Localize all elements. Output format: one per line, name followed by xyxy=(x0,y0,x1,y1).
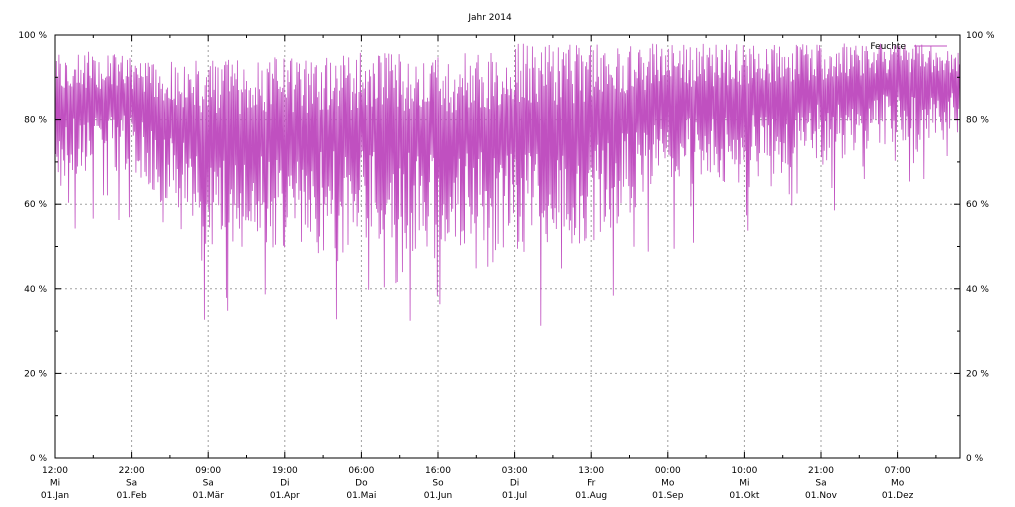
x-tick-date: 01.Nov xyxy=(805,491,838,501)
y2-tick-label: 60 % xyxy=(966,200,989,210)
y2-tick-label: 80 % xyxy=(966,116,989,126)
y-tick-label: 100 % xyxy=(18,31,47,41)
x-tick-date: 01.Jun xyxy=(424,491,452,501)
x-tick-time: 22:00 xyxy=(119,466,145,476)
x-tick-weekday: Sa xyxy=(203,479,214,489)
x-tick-time: 21:00 xyxy=(808,466,834,476)
x-tick-date: 01.Okt xyxy=(729,491,760,501)
x-tick-time: 16:00 xyxy=(425,466,451,476)
x-tick-weekday: Mo xyxy=(891,479,905,489)
x-tick-time: 00:00 xyxy=(655,466,681,476)
y-tick-label: 20 % xyxy=(24,369,47,379)
y-tick-label: 0 % xyxy=(30,454,48,464)
x-tick-time: 13:00 xyxy=(578,466,604,476)
x-tick-time: 03:00 xyxy=(502,466,528,476)
x-tick-weekday: Sa xyxy=(815,479,826,489)
x-tick-time: 07:00 xyxy=(885,466,911,476)
plot-area xyxy=(54,43,961,326)
x-tick-weekday: Do xyxy=(355,479,368,489)
x-tick-weekday: Sa xyxy=(126,479,137,489)
x-tick-time: 12:00 xyxy=(42,466,68,476)
legend-label-feuchte: Feuchte xyxy=(870,42,906,52)
x-tick-weekday: Mi xyxy=(739,479,749,489)
x-tick-weekday: Di xyxy=(510,479,519,489)
y2-tick-label: 0 % xyxy=(966,454,984,464)
series-line-feuchte xyxy=(54,43,961,326)
x-tick-date: 01.Dez xyxy=(882,491,914,501)
axis-ticks xyxy=(54,34,960,459)
x-tick-time: 09:00 xyxy=(195,466,221,476)
x-tick-date: 01.Feb xyxy=(116,491,147,501)
x-tick-time: 19:00 xyxy=(272,466,298,476)
x-tick-date: 01.Jul xyxy=(502,491,527,501)
chart-title: Jahr 2014 xyxy=(467,13,512,23)
x-tick-date: 01.Aug xyxy=(575,491,607,501)
x-tick-weekday: So xyxy=(432,479,444,489)
x-tick-time: 06:00 xyxy=(348,466,374,476)
legend: Feuchte xyxy=(870,42,947,52)
x-tick-date: 01.Mär xyxy=(193,491,225,501)
y-tick-label: 40 % xyxy=(24,285,47,295)
x-tick-weekday: Mi xyxy=(50,479,60,489)
x-tick-date: 01.Jan xyxy=(41,491,69,501)
y-tick-label: 80 % xyxy=(24,116,47,126)
y2-tick-label: 20 % xyxy=(966,369,989,379)
x-tick-date: 01.Sep xyxy=(652,491,684,501)
x-tick-weekday: Mo xyxy=(661,479,675,489)
y-tick-label: 60 % xyxy=(24,200,47,210)
x-tick-date: 01.Mai xyxy=(346,491,376,501)
y2-tick-label: 40 % xyxy=(966,285,989,295)
x-tick-time: 10:00 xyxy=(731,466,757,476)
x-tick-weekday: Fr xyxy=(587,479,596,489)
x-tick-date: 01.Apr xyxy=(270,491,300,501)
y2-tick-label: 100 % xyxy=(966,31,995,41)
x-tick-weekday: Di xyxy=(280,479,289,489)
